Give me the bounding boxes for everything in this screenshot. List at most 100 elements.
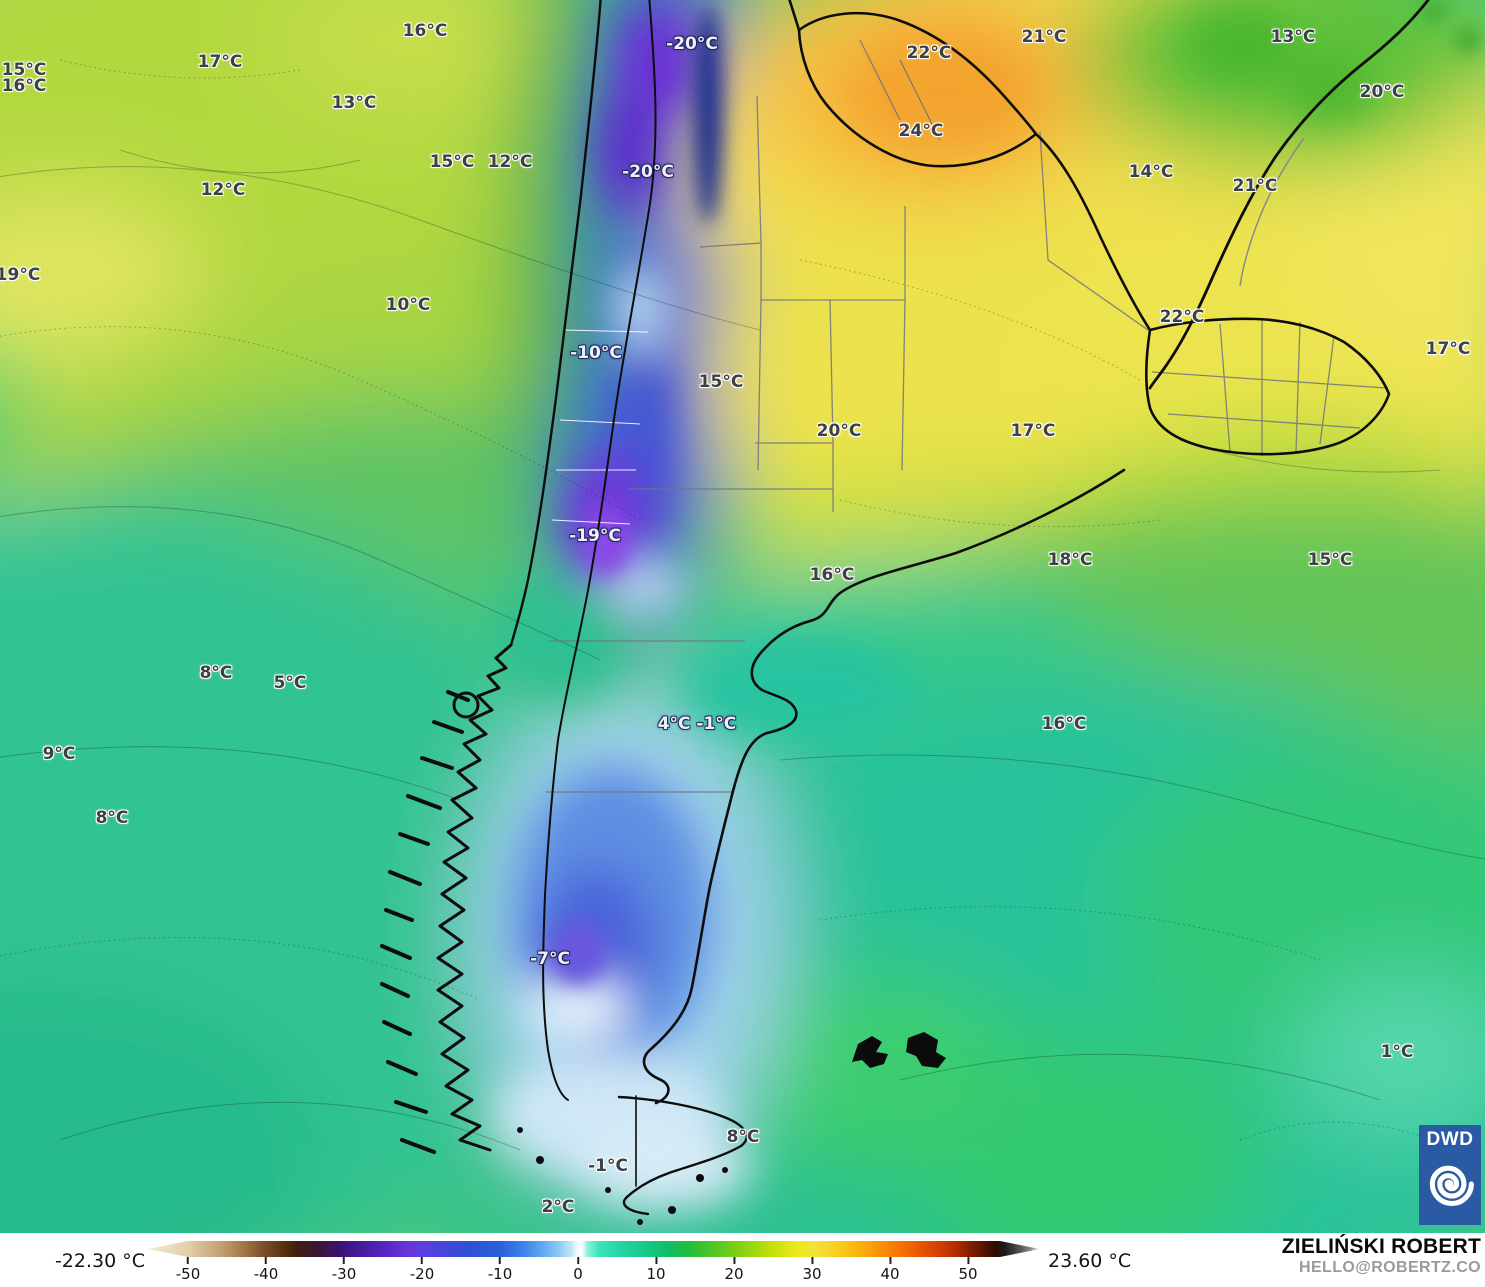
dwd-logo: DWD bbox=[1419, 1125, 1481, 1225]
colorbar-ticks: -50 -40 -30 -20 bbox=[0, 1233, 1485, 1287]
temperature-label: -19°C bbox=[569, 526, 621, 546]
small-islands bbox=[517, 1127, 728, 1225]
tick-label: -40 bbox=[253, 1265, 279, 1283]
tick-mark bbox=[499, 1257, 501, 1264]
temperature-label: 16°C bbox=[1041, 714, 1087, 734]
temperature-label: 21°C bbox=[1232, 176, 1278, 196]
colorbar-tick: -20 bbox=[409, 1257, 435, 1283]
temperature-labels: 16°C -20°C 21°C 13°C 15°C 16°C 17°C 22°C… bbox=[0, 21, 1471, 1217]
temperature-label: 22°C bbox=[906, 43, 952, 63]
temperature-label: 15°C bbox=[429, 152, 475, 172]
tick-label: 20 bbox=[724, 1265, 744, 1283]
temperature-label: 9°C bbox=[42, 744, 76, 764]
temperature-label: -1°C bbox=[588, 1156, 628, 1176]
attribution-email: HELLO@ROBERTZ.CO bbox=[1299, 1259, 1481, 1276]
tick-mark bbox=[343, 1257, 345, 1264]
temperature-label: 22°C bbox=[1159, 307, 1205, 327]
legend-footer: -22.30 °C -50 -40 -30 bbox=[0, 1233, 1485, 1287]
patagonia-fjord-coast bbox=[436, 643, 513, 1152]
tick-mark bbox=[733, 1257, 735, 1264]
temperature-label: 2°C bbox=[541, 1197, 575, 1217]
tick-label: -30 bbox=[331, 1265, 357, 1283]
colorbar-tick: 30 bbox=[802, 1257, 822, 1283]
chile-region-borders bbox=[551, 329, 649, 525]
colorbar-gradient bbox=[148, 1241, 1040, 1257]
temperature-label: 21°C bbox=[1021, 27, 1067, 47]
colorbar-tick: -10 bbox=[487, 1257, 513, 1283]
tick-label: -20 bbox=[409, 1265, 435, 1283]
tick-label: 40 bbox=[880, 1265, 900, 1283]
colorbar-tick: 0 bbox=[573, 1257, 583, 1283]
min-temperature-label: -22.30 °C bbox=[54, 1250, 145, 1272]
temperature-label: 8°C bbox=[726, 1127, 760, 1147]
tick-mark bbox=[889, 1257, 891, 1264]
tick-label: 10 bbox=[646, 1265, 666, 1283]
province-borders bbox=[546, 39, 1387, 793]
colorbar-tick: 10 bbox=[646, 1257, 666, 1283]
colorbar-tick: -50 bbox=[175, 1257, 201, 1283]
uruguay-border bbox=[1144, 317, 1391, 456]
tick-label: -50 bbox=[175, 1265, 201, 1283]
temperature-label: -20°C bbox=[622, 162, 674, 182]
argentina-atlantic-coast bbox=[642, 468, 1126, 1105]
lagoon-outline bbox=[1239, 137, 1305, 287]
temperature-detail-layer bbox=[490, 4, 1375, 1206]
temperature-label: -7°C bbox=[530, 949, 570, 969]
colorbar-tick: 50 bbox=[958, 1257, 978, 1283]
temperature-field-map bbox=[0, 0, 1485, 1233]
dwd-spiral-icon bbox=[1429, 1165, 1474, 1206]
temperature-label: 5°C bbox=[273, 673, 307, 693]
attribution: ZIELIŃSKI ROBERT HELLO@ROBERTZ.CO bbox=[1282, 1235, 1481, 1277]
temperature-label: 17°C bbox=[197, 52, 243, 72]
temperature-label: 15°C bbox=[698, 372, 744, 392]
colorbar-tick: 20 bbox=[724, 1257, 744, 1283]
colorbar-tick: -40 bbox=[253, 1257, 279, 1283]
tick-mark bbox=[265, 1257, 267, 1264]
falkland-islands bbox=[852, 1032, 946, 1068]
dwd-logo-text: DWD bbox=[1426, 1129, 1474, 1150]
temperature-label: 17°C bbox=[1425, 339, 1471, 359]
temperature-label: 13°C bbox=[331, 93, 377, 113]
tick-label: 0 bbox=[573, 1265, 583, 1283]
temperature-label: 16°C bbox=[809, 565, 855, 585]
temperature-label: 13°C bbox=[1270, 27, 1316, 47]
temperature-label: 17°C bbox=[1010, 421, 1056, 441]
tick-label: 50 bbox=[958, 1265, 978, 1283]
temperature-label: 19°C bbox=[0, 265, 41, 285]
temperature-label: 15°C bbox=[1307, 550, 1353, 570]
colorbar-tick: 40 bbox=[880, 1257, 900, 1283]
temperature-label: -10°C bbox=[570, 343, 622, 363]
tick-mark bbox=[655, 1257, 657, 1264]
temperature-label: 12°C bbox=[487, 152, 533, 172]
tick-label: -10 bbox=[487, 1265, 513, 1283]
tick-mark bbox=[187, 1257, 189, 1264]
temperature-fine-layer bbox=[548, 0, 1480, 984]
contour-lines bbox=[0, 59, 1485, 1151]
attribution-name: ZIELIŃSKI ROBERT bbox=[1281, 1235, 1481, 1258]
temperature-label: 16°C bbox=[402, 21, 448, 41]
chile-pacific-coast bbox=[509, 0, 602, 647]
temperature-label: 15°C bbox=[1, 60, 47, 80]
tierra-del-fuego-coast bbox=[617, 1095, 748, 1216]
temperature-label: 20°C bbox=[1359, 82, 1405, 102]
temperature-label: 16°C bbox=[1, 76, 47, 96]
tick-mark bbox=[811, 1257, 813, 1264]
country-borders-and-coastlines bbox=[380, 0, 1430, 1216]
temperature-label: 10°C bbox=[385, 295, 431, 315]
chile-argentina-border bbox=[542, 0, 657, 1101]
temperature-label: 12°C bbox=[200, 180, 246, 200]
max-temperature-label: 23.60 °C bbox=[1048, 1250, 1132, 1272]
colorbar-tick: -30 bbox=[331, 1257, 357, 1283]
temperature-label: 8°C bbox=[95, 808, 129, 828]
temperature-label: 20°C bbox=[816, 421, 862, 441]
tick-mark bbox=[421, 1257, 423, 1264]
temperature-label: 8°C bbox=[199, 663, 233, 683]
argentina-brazil-border bbox=[1034, 132, 1152, 332]
temperature-label: 18°C bbox=[1047, 550, 1093, 570]
temperature-map: 16°C -20°C 21°C 13°C 15°C 16°C 17°C 22°C… bbox=[0, 0, 1485, 1233]
brazil-atlantic-coast bbox=[1148, 0, 1430, 390]
temperature-label: 1°C bbox=[1380, 1042, 1414, 1062]
tick-mark bbox=[967, 1257, 969, 1264]
tick-mark bbox=[576, 1257, 579, 1264]
